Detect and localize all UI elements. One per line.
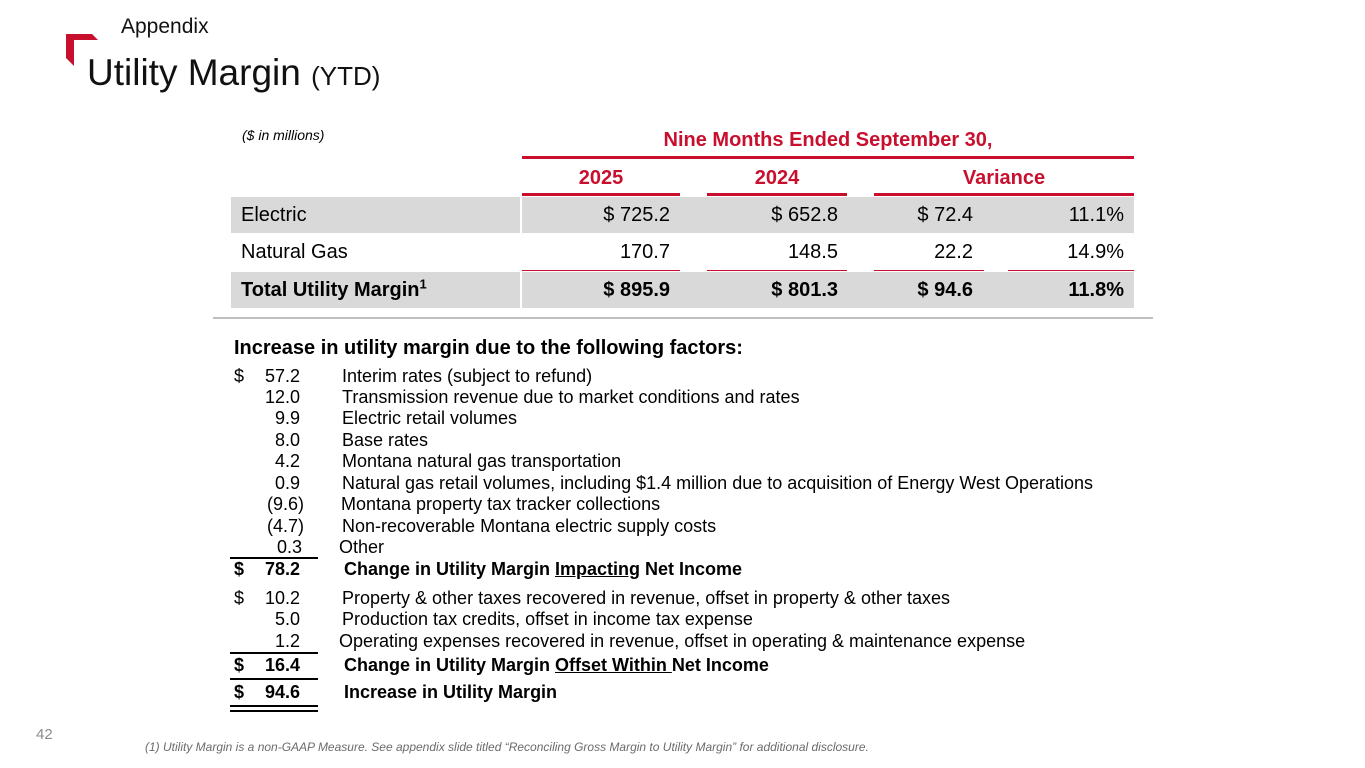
factor-description: Natural gas retail volumes, including $1… bbox=[342, 473, 1094, 493]
title-main: Utility Margin bbox=[87, 52, 301, 93]
footnote: (1) Utility Margin is a non-GAAP Measure… bbox=[145, 740, 869, 754]
factor-description: Interim rates (subject to refund) bbox=[342, 366, 593, 386]
column-header-variance: Variance bbox=[962, 167, 1046, 189]
cell-gas-pct: 14.9% bbox=[1067, 241, 1124, 263]
subtotal-dollar: $ bbox=[234, 655, 245, 675]
subtotal-dollar: $ bbox=[234, 559, 245, 579]
period-underline bbox=[522, 156, 1134, 159]
factor-amount: 5.0 bbox=[274, 609, 300, 629]
factor-amount: 4.2 bbox=[274, 451, 300, 471]
total-amount: 94.6 bbox=[264, 682, 300, 702]
total-rule-top bbox=[230, 678, 318, 680]
period-header: Nine Months Ended September 30, bbox=[663, 129, 993, 151]
total-rule-2025 bbox=[522, 270, 680, 271]
total-rule-var bbox=[874, 270, 984, 271]
cell-gas-variance: 22.2 bbox=[934, 241, 973, 263]
total-dollar: $ bbox=[234, 682, 245, 702]
subtotal-text: Change in Utility Margin bbox=[344, 559, 556, 579]
cell-gas-2025: 170.7 bbox=[619, 241, 670, 263]
page-number: 42 bbox=[36, 726, 53, 743]
total-double-rule bbox=[230, 705, 318, 707]
subtotal-text: Net Income bbox=[640, 559, 743, 579]
factor-amount: 9.9 bbox=[274, 408, 300, 428]
subtotal-emphasis: Impacting bbox=[555, 559, 641, 579]
column-header-2024: 2024 bbox=[754, 167, 800, 189]
total-description: Increase in Utility Margin bbox=[344, 682, 558, 702]
subtotal-amount: 16.4 bbox=[264, 655, 300, 675]
total-rule-2024 bbox=[707, 270, 847, 271]
subtotal-rule bbox=[230, 652, 318, 654]
units-note: ($ in millions) bbox=[242, 127, 325, 143]
total-rule-pct bbox=[1008, 270, 1134, 271]
table-divider bbox=[213, 317, 1153, 319]
cell-total-variance: $ 94.6 bbox=[917, 279, 973, 301]
factor-description: Montana property tax tracker collections bbox=[341, 494, 661, 514]
column-underline-2025 bbox=[522, 193, 680, 196]
cell-electric-pct: 11.1% bbox=[1068, 204, 1124, 226]
factor-description: Other bbox=[339, 537, 385, 557]
subtotal-rule bbox=[230, 557, 318, 559]
cell-total-2025: $ 895.9 bbox=[603, 279, 670, 301]
row-label-total: Total Utility Margin1 bbox=[241, 276, 427, 302]
title-suffix: (YTD) bbox=[311, 61, 381, 91]
factor-description: Base rates bbox=[342, 430, 429, 450]
factor-description: Transmission revenue due to market condi… bbox=[342, 387, 800, 407]
factor-description: Production tax credits, offset in income… bbox=[342, 609, 753, 629]
cell-gas-2024: 148.5 bbox=[787, 241, 838, 263]
footnote-ref: 1 bbox=[419, 276, 427, 292]
factor-amount: 1.2 bbox=[274, 631, 300, 651]
column-underline-2024 bbox=[707, 193, 847, 196]
row-label-electric: Electric bbox=[241, 204, 307, 226]
row-shade-total bbox=[231, 272, 1134, 308]
factor-description: Electric retail volumes bbox=[342, 408, 518, 428]
total-label-text: Total Utility Margin bbox=[241, 279, 420, 301]
total-double-rule bbox=[230, 710, 318, 712]
subtotal-text: Change in Utility Margin bbox=[344, 655, 556, 675]
factor-description: Operating expenses recovered in revenue,… bbox=[339, 631, 1026, 651]
factor-amount: 10.2 bbox=[264, 588, 300, 608]
subtotal-amount: 78.2 bbox=[264, 559, 300, 579]
factor-description: Montana natural gas transportation bbox=[342, 451, 622, 471]
row-gap bbox=[520, 272, 522, 308]
cell-electric-2024: $ 652.8 bbox=[771, 204, 838, 226]
factor-amount: 0.3 bbox=[276, 537, 302, 557]
cell-total-2024: $ 801.3 bbox=[771, 279, 838, 301]
cell-total-pct: 11.8% bbox=[1068, 279, 1124, 301]
page-title: Utility Margin (YTD) bbox=[87, 52, 380, 94]
subtotal-description: Change in Utility Margin Impacting Net I… bbox=[344, 559, 742, 580]
brand-logo-icon bbox=[66, 34, 98, 66]
factor-amount: 8.0 bbox=[274, 430, 300, 450]
factor-amount: (9.6) bbox=[266, 494, 304, 514]
factor-dollar: $ bbox=[234, 366, 245, 386]
factor-amount: 57.2 bbox=[264, 366, 300, 386]
factors-heading: Increase in utility margin due to the fo… bbox=[234, 337, 743, 359]
column-header-2025: 2025 bbox=[578, 167, 624, 189]
subtotal-emphasis: Offset Within bbox=[555, 655, 672, 675]
factor-description: Non-recoverable Montana electric supply … bbox=[342, 516, 717, 536]
factor-amount: 12.0 bbox=[264, 387, 300, 407]
section-label: Appendix bbox=[121, 15, 209, 38]
row-label-natural-gas: Natural Gas bbox=[241, 241, 348, 263]
row-shade-electric bbox=[231, 197, 1134, 233]
factor-amount: (4.7) bbox=[266, 516, 304, 536]
cell-electric-variance: $ 72.4 bbox=[917, 204, 973, 226]
cell-electric-2025: $ 725.2 bbox=[603, 204, 670, 226]
factor-description: Property & other taxes recovered in reve… bbox=[342, 588, 950, 608]
subtotal-description: Change in Utility Margin Offset Within N… bbox=[344, 655, 769, 676]
factor-amount: 0.9 bbox=[274, 473, 300, 493]
subtotal-text: Net Income bbox=[671, 655, 769, 675]
column-underline-variance bbox=[874, 193, 1134, 196]
factor-dollar: $ bbox=[234, 588, 245, 608]
row-gap bbox=[520, 197, 522, 233]
